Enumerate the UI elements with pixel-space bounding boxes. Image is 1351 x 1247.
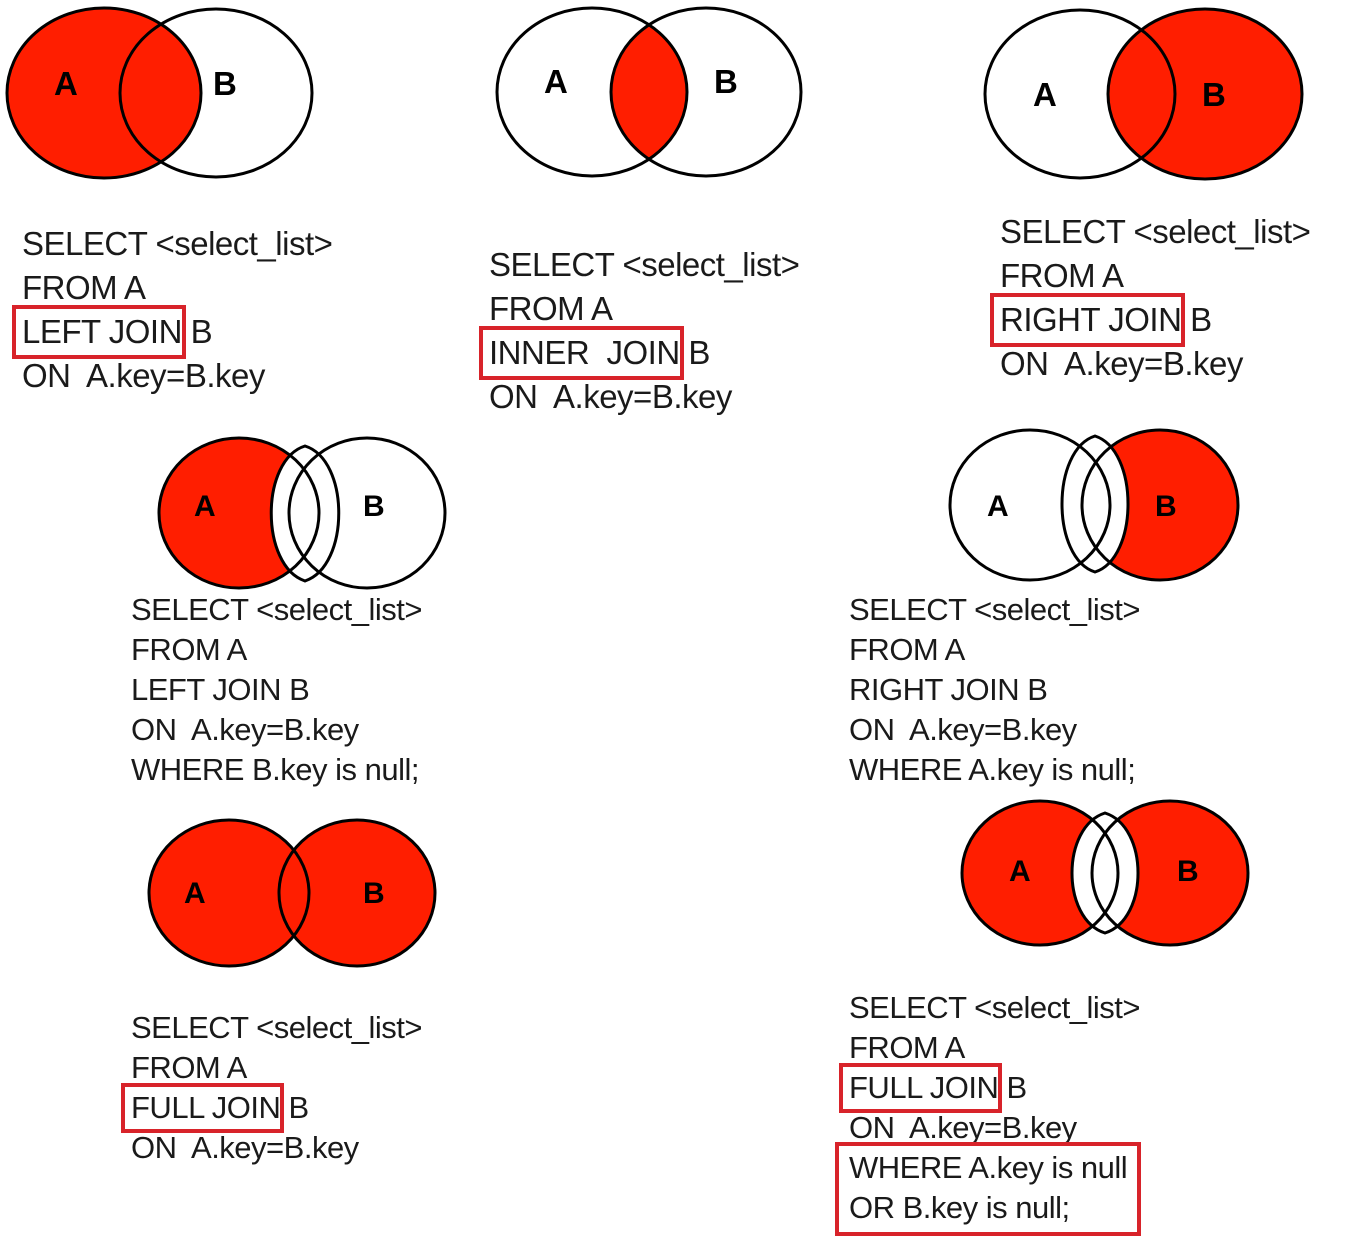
intersection-outline — [1060, 434, 1130, 574]
label-a: A — [194, 490, 216, 523]
venn-full-exclusive: A B — [960, 799, 1250, 947]
sql-full-exclusive: SELECT <select_list> FROM A FULL JOIN B … — [834, 988, 1142, 1236]
sql-join-table: B — [679, 334, 710, 371]
sql-select: SELECT <select_list> — [131, 592, 422, 627]
set-b-outline — [287, 436, 447, 590]
sql-select: SELECT <select_list> — [131, 1010, 422, 1045]
intersection-fill — [1072, 813, 1138, 933]
sql-join-table: B — [998, 1070, 1028, 1105]
venn-left-join: A B — [5, 6, 314, 180]
venn-inner-join: A B — [495, 6, 803, 178]
set-b-outline — [277, 818, 437, 968]
join-keyword-highlight: FULL JOIN — [120, 1083, 285, 1133]
label-a: A — [1009, 855, 1031, 888]
set-a-outline — [960, 799, 1120, 947]
where-clause-highlight: WHERE A.key is null OR B.key is null; — [834, 1142, 1142, 1236]
intersection-fill — [271, 446, 339, 581]
set-b-outline — [1106, 7, 1304, 181]
join-keyword-highlight: INNER JOIN — [479, 326, 684, 380]
sql-from: FROM A — [849, 632, 965, 667]
label-a: A — [1033, 76, 1057, 113]
label-b: B — [1202, 76, 1226, 113]
set-a-outline — [983, 8, 1177, 180]
join-keyword-highlight: FULL JOIN — [838, 1063, 1003, 1113]
sql-from: FROM A — [22, 269, 146, 306]
intersection-outline — [269, 444, 341, 583]
sql-select: SELECT <select_list> — [1000, 213, 1311, 250]
sql-on: ON A.key=B.key — [1000, 345, 1243, 382]
sql-join-table: B — [181, 313, 213, 350]
set-a-outline — [5, 6, 203, 180]
label-a: A — [544, 63, 568, 100]
sql-select: SELECT <select_list> — [22, 225, 333, 262]
sql-right-exclusive: SELECT <select_list> FROM A RIGHT JOIN B… — [849, 590, 1140, 790]
venn-right-join: A B — [983, 7, 1304, 181]
join-keyword-highlight: LEFT JOIN — [12, 305, 186, 359]
sql-select: SELECT <select_list> — [849, 990, 1140, 1025]
label-b: B — [363, 877, 385, 910]
sql-from: FROM A — [131, 632, 247, 667]
set-a-circle — [149, 820, 309, 966]
sql-right-join: SELECT <select_list> FROM A RIGHT JOIN B… — [989, 210, 1311, 386]
set-a-outline — [495, 6, 689, 178]
venn-left-exclusive: A B — [157, 436, 447, 590]
sql-from: FROM A — [849, 1030, 965, 1065]
set-b-outline — [1090, 799, 1250, 947]
sql-inner-join: SELECT <select_list> FROM A INNER JOIN B… — [479, 243, 800, 419]
venn-right-exclusive: A B — [948, 428, 1240, 582]
sql-select: SELECT <select_list> — [849, 592, 1140, 627]
sql-from: FROM A — [131, 1050, 247, 1085]
set-b-circle — [279, 820, 435, 966]
label-a: A — [184, 877, 206, 910]
set-b-outline — [609, 6, 803, 178]
sql-select: SELECT <select_list> — [489, 246, 800, 283]
sql-where: WHERE B.key is null; — [131, 752, 420, 787]
sql-where: WHERE A.key is null — [849, 1150, 1128, 1185]
intersection-outline — [1070, 811, 1140, 935]
label-b: B — [213, 65, 237, 102]
sql-join-table: B — [1181, 301, 1212, 338]
sql-on: ON A.key=B.key — [849, 1110, 1077, 1145]
set-a-outline — [948, 428, 1112, 582]
label-b: B — [1177, 855, 1199, 888]
set-b-outline — [1080, 428, 1240, 582]
sql-on: ON A.key=B.key — [131, 712, 359, 747]
set-a-circle — [7, 8, 201, 178]
set-a-outline — [157, 436, 321, 590]
sql-on: ON A.key=B.key — [131, 1130, 359, 1165]
sql-from: FROM A — [1000, 257, 1124, 294]
join-keyword-highlight: RIGHT JOIN — [989, 293, 1186, 347]
label-b: B — [1155, 490, 1177, 523]
sql-where: WHERE A.key is null; — [849, 752, 1136, 787]
set-b-outline — [118, 7, 314, 179]
label-b: B — [714, 63, 738, 100]
sql-join: RIGHT JOIN B — [849, 672, 1048, 707]
sql-join-table: B — [280, 1090, 310, 1125]
set-a-outline — [147, 818, 311, 968]
sql-full-join: SELECT <select_list> FROM A FULL JOIN B … — [120, 1008, 422, 1168]
sql-left-join: SELECT <select_list> FROM A LEFT JOIN B … — [12, 222, 333, 398]
label-a: A — [987, 490, 1009, 523]
intersection-fill — [1062, 436, 1128, 572]
set-b-circle — [1108, 9, 1302, 179]
sql-on: ON A.key=B.key — [489, 378, 732, 415]
sql-join: LEFT JOIN B — [131, 672, 310, 707]
intersection-fill — [611, 8, 687, 176]
sql-on: ON A.key=B.key — [849, 712, 1077, 747]
sql-left-exclusive: SELECT <select_list> FROM A LEFT JOIN B … — [131, 590, 422, 790]
label-b: B — [363, 490, 385, 523]
sql-or: OR B.key is null; — [849, 1190, 1070, 1225]
sql-from: FROM A — [489, 290, 613, 327]
sql-on: ON A.key=B.key — [22, 357, 265, 394]
venn-full-join: A B — [147, 818, 437, 968]
label-a: A — [54, 65, 78, 102]
